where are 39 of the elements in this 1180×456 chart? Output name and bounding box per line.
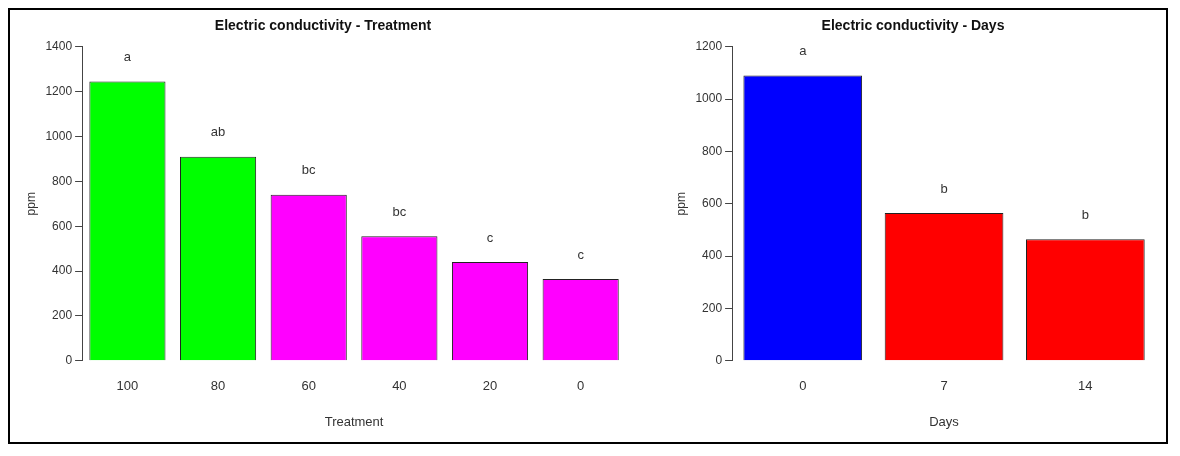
- y-tick-label: 1200: [695, 39, 723, 54]
- y-tick-label: 0: [65, 353, 73, 368]
- y-tick-label: 1200: [45, 83, 73, 98]
- y-tick-label: 1000: [45, 128, 73, 143]
- y-tick-label: 600: [702, 196, 723, 211]
- y-tick-label: 1000: [695, 91, 723, 106]
- x-axis-title: Treatment: [324, 413, 384, 429]
- y-tick-label: 200: [52, 308, 73, 323]
- x-tick-label: 60: [301, 378, 316, 394]
- x-tick-label: 100: [116, 378, 139, 394]
- chart-title: Electric conductivity - Days: [821, 17, 1005, 34]
- x-tick-label: 7: [940, 378, 948, 394]
- annotation: ab: [210, 124, 226, 140]
- x-tick-label: 80: [210, 378, 226, 394]
- annotation: c: [486, 229, 494, 245]
- x-tick-label: 40: [392, 378, 407, 394]
- chart-title: Electric conductivity - Treatment: [214, 17, 432, 34]
- y-tick-label: 1400: [45, 39, 73, 54]
- y-axis-title: ppm: [23, 192, 38, 216]
- annotation: b: [1081, 206, 1089, 222]
- y-tick-label: 800: [702, 143, 723, 158]
- annotation: c: [577, 246, 585, 262]
- x-axis-title: Days: [929, 413, 960, 429]
- y-tick-label: 800: [52, 173, 73, 188]
- annotation: bc: [392, 203, 407, 219]
- annotation: a: [799, 43, 808, 59]
- annotation: b: [940, 180, 948, 196]
- y-tick-label: 400: [52, 263, 73, 278]
- y-tick-label: 600: [52, 218, 73, 233]
- x-tick-label: 20: [482, 378, 498, 394]
- y-axis-title: ppm: [673, 192, 688, 216]
- x-tick-label: 14: [1078, 378, 1093, 394]
- y-tick-label: 200: [702, 300, 723, 315]
- annotation: bc: [301, 162, 317, 178]
- y-tick-label: 400: [702, 248, 723, 263]
- annotation: a: [123, 49, 132, 65]
- y-tick-label: 0: [715, 353, 723, 368]
- x-tick-label: 0: [577, 378, 585, 394]
- x-tick-label: 0: [799, 378, 807, 394]
